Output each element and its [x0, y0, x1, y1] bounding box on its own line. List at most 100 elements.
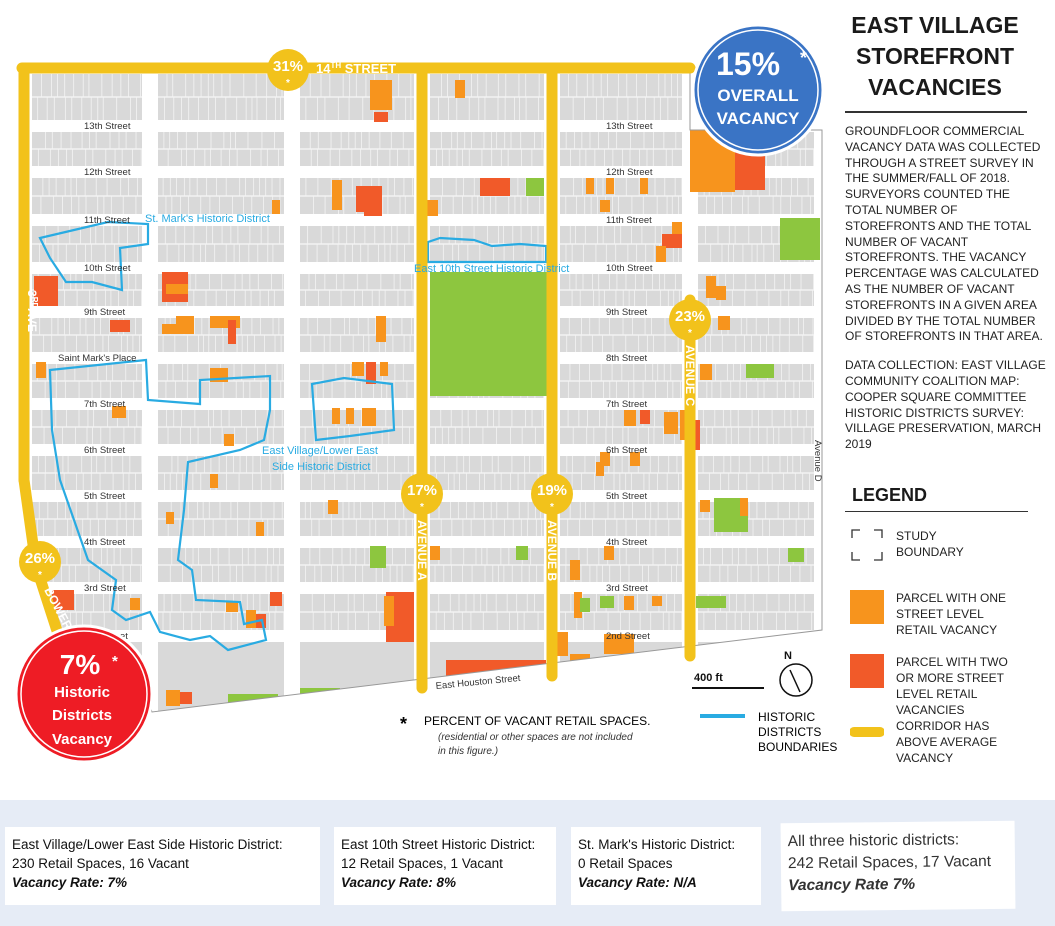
corridor-pct-value: 19% — [537, 482, 567, 499]
credits-text: DATA COLLECTION: EAST VILLAGE COMMUNITY … — [845, 358, 1046, 452]
east-10th-district-outline — [426, 236, 548, 264]
corridor-pct-value: 31% — [273, 58, 303, 75]
card-count: 12 Retail Spaces, 1 Vacant — [341, 856, 503, 871]
corridor-pct-bubble: 17% * — [401, 473, 443, 515]
corridor-pct-value: 23% — [675, 308, 705, 325]
legend-title: LEGEND — [852, 485, 928, 505]
district-stats-band: East Village/Lower East Side Historic Di… — [0, 800, 1055, 926]
percent-note-sub: (residential or other spaces are not inc… — [438, 732, 633, 757]
street-label-east: 11th Street — [606, 215, 652, 226]
legend-label: STUDY BOUNDARY — [896, 529, 964, 559]
overall-value: 15% — [716, 46, 780, 82]
corridors — [16, 62, 696, 694]
historic-line2: Districts — [52, 707, 112, 724]
street-label-east: 10th Street — [606, 263, 653, 274]
street-label-west: 3rd Street — [84, 583, 126, 594]
study-boundary-swatch — [851, 529, 883, 561]
corridor-swatch — [850, 727, 884, 737]
stats-card-e10: East 10th Street Historic District: 12 R… — [334, 827, 556, 905]
legend-label: PARCEL WITH ONE STREET LEVEL RETAIL VACA… — [896, 591, 1007, 637]
historic-star: * — [112, 653, 118, 670]
st-marks-district-outline — [38, 220, 150, 292]
description-text: GROUNDFLOOR COMMERCIAL VACANCY DATA WAS … — [845, 124, 1043, 344]
historic-district-boundaries — [38, 220, 548, 652]
street-label-west: 4th Street — [84, 537, 126, 548]
description-panel: GROUNDFLOOR COMMERCIAL VACANCY DATA WAS … — [845, 124, 1050, 466]
legend-label: CORRIDOR HAS ABOVE AVERAGE VACANCY — [896, 719, 998, 765]
card-district-name: St. Mark's Historic District: — [578, 837, 736, 852]
corridor-pct-bubble: 23% * — [669, 299, 711, 341]
evles-district-label-2: Side Historic District — [272, 461, 370, 473]
card-district-name: East Village/Lower East Side Historic Di… — [12, 837, 283, 852]
card-rate: Vacancy Rate 7% — [788, 875, 916, 895]
street-label-east: 12th Street — [606, 167, 653, 178]
street-labels: 13th Street 13th Street 12th Street 12th St… — [58, 121, 653, 642]
legend-label: PARCEL WITH TWO OR MORE STREET LEVEL RET… — [896, 655, 1008, 717]
district-labels: St. Mark's Historic District East 10th S… — [145, 213, 569, 473]
card-rate: Vacancy Rate: 8% — [341, 875, 457, 890]
avenue-d-label: Avenue D — [812, 440, 823, 482]
street-label-east: 6th Street — [606, 445, 648, 456]
street-label-west: 9th Street — [84, 307, 126, 318]
street-label-east: 3rd Street — [606, 583, 648, 594]
percent-note-text: PERCENT OF VACANT RETAIL SPACES. — [424, 714, 651, 728]
corridor-label-14th: 14TH STREET — [316, 61, 396, 76]
corridor-pct-bubble: 19% * — [531, 473, 573, 515]
corridor-pct-star: * — [688, 328, 692, 339]
overall-line1: OVERALL — [717, 86, 798, 105]
street-label-east: 5th Street — [606, 491, 648, 502]
evles-district-outline — [48, 358, 272, 652]
corridor-pct-bubble: 26% * — [19, 541, 61, 583]
corridor-pct-star: * — [550, 502, 554, 513]
corridor-pct-star: * — [38, 570, 42, 581]
card-rate: Vacancy Rate: 7% — [12, 875, 128, 890]
corridor-pct-star: * — [286, 78, 290, 89]
street-label-east: 2nd Street — [606, 631, 650, 642]
corridor-pct-value: 26% — [25, 550, 55, 567]
corridor-pct-star: * — [420, 502, 424, 513]
card-count: 230 Retail Spaces, 16 Vacant — [12, 856, 189, 871]
street-label-west: 10th Street — [84, 263, 131, 274]
corridor-label-avenue-c: AVENUE C — [683, 345, 697, 406]
street-label-east: 8th Street — [606, 353, 648, 364]
corridor-label-avenue-b: AVENUE B — [545, 520, 559, 581]
legend-divider — [845, 511, 1028, 512]
historic-line3: Vacancy — [52, 731, 113, 748]
street-label-west: 13th Street — [84, 121, 131, 132]
tompkins-square-park — [430, 272, 548, 396]
evles-district-label-1: East Village/Lower East — [262, 445, 378, 457]
overall-line2: VACANCY — [717, 109, 800, 128]
corridor-label-3rd-ave: 3RDAVE — [25, 290, 39, 332]
card-district-name: East 10th Street Historic District: — [341, 837, 536, 852]
evles-district-outline-east — [310, 376, 396, 442]
vacancy-map: 14TH STREET 3RDAVE AVENUE A AVENUE B AVE… — [14, 23, 825, 764]
street-label-west: 6th Street — [84, 445, 126, 456]
street-label-east: 7th Street — [606, 399, 648, 410]
historic-line1: Historic — [54, 684, 110, 701]
stats-card-evles: East Village/Lower East Side Historic Di… — [5, 827, 320, 905]
corridor-labels: 14TH STREET 3RDAVE AVENUE A AVENUE B AVE… — [25, 61, 697, 639]
one-vacancy-swatch — [850, 590, 884, 624]
scale-label: 400 ft — [694, 672, 723, 684]
page-title: EAST VILLAGE STOREFRONT VACANCIES — [851, 12, 1019, 100]
title-divider — [845, 111, 1027, 113]
stats-card-all: All three historic districts: 242 Retail… — [780, 820, 1016, 912]
corridor-pct-bubble: 31% * — [267, 49, 309, 91]
historic-boundaries-label: HISTORIC DISTRICTS BOUNDARIES — [758, 710, 838, 754]
north-label: N — [784, 650, 792, 662]
card-rate: Vacancy Rate: N/A — [578, 875, 697, 890]
street-label-west: Saint Mark's Place — [58, 353, 136, 364]
scale-bar: 400 ft — [692, 672, 764, 689]
corridor-percent-bubbles: 31% * 17% * 19% * 23% * 26% * — [19, 49, 711, 583]
street-label-west: 5th Street — [84, 491, 126, 502]
street-label-east: 9th Street — [606, 307, 648, 318]
historic-value: 7% — [60, 649, 101, 680]
street-label-west: 7th Street — [84, 399, 126, 410]
street-label-east: 13th Street — [606, 121, 653, 132]
stats-card-st-marks: St. Mark's Historic District: 0 Retail S… — [571, 827, 761, 905]
street-label-west: 12th Street — [84, 167, 131, 178]
historic-boundary-swatch — [700, 714, 745, 718]
overall-star: * — [800, 48, 807, 68]
card-district-name: All three historic districts: — [787, 831, 960, 851]
north-arrow-icon: N — [779, 650, 813, 697]
